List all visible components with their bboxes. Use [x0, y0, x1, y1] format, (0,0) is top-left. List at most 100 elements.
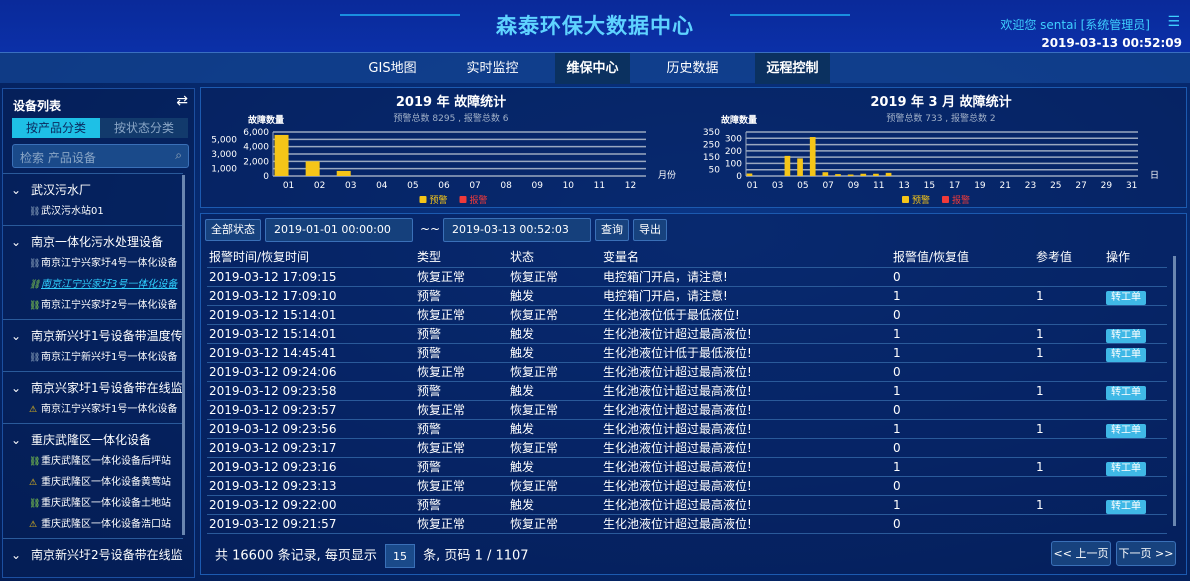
bar-预警[interactable]	[847, 174, 854, 176]
device-name: 重庆武隆区一体化设备土地站	[41, 498, 171, 509]
table-row: 2019-03-12 09:23:57 恢复正常 恢复正常 生化池液位计超过最高液位!…	[207, 400, 1167, 420]
y-tick-label: 0	[736, 172, 742, 182]
tab-remote-control[interactable]: 远程控制	[755, 53, 830, 84]
bar-预警[interactable]	[274, 134, 289, 176]
action-cell: 转工单	[1104, 457, 1167, 477]
chevron-down-icon[interactable]: ⌄	[11, 235, 22, 249]
group-header[interactable]: ⌄ 重庆武隆区一体化设备	[3, 429, 183, 451]
legend-swatch	[459, 196, 467, 203]
group-header[interactable]: ⌄ 南京新兴圩1号设备带温度传感器	[3, 325, 183, 347]
group-header[interactable]: ⌄ 南京新兴圩2号设备带在线监测	[3, 544, 183, 566]
group-header[interactable]: ⌄ 武汉污水厂	[3, 179, 183, 201]
table-cell: 1	[1034, 419, 1104, 439]
bar-预警[interactable]	[746, 173, 753, 176]
bar-预警[interactable]	[336, 170, 351, 176]
table-scrollbar[interactable]	[1173, 256, 1176, 526]
next-page-button[interactable]: 下一页 >>	[1116, 541, 1176, 566]
column-header[interactable]: 报警值/恢复值	[891, 248, 1034, 268]
chevron-down-icon[interactable]: ⌄	[11, 381, 22, 395]
table-cell: 预警	[415, 457, 508, 477]
bar-预警[interactable]	[835, 174, 841, 176]
page-size-input[interactable]: 15	[385, 544, 416, 568]
device-item[interactable]: ⛓武汉污水站01	[3, 201, 183, 222]
bar-预警[interactable]	[305, 161, 320, 176]
bar-预警[interactable]	[822, 172, 829, 176]
bar-预警[interactable]	[797, 158, 803, 176]
table-row: 2019-03-12 15:14:01 恢复正常 恢复正常 生化池液位低于最低液位! 0	[207, 305, 1167, 325]
tab-by-status[interactable]: 按状态分类	[100, 118, 188, 138]
to-work-order-button[interactable]: 转工单	[1106, 499, 1146, 513]
legend-label[interactable]: 预警	[430, 194, 448, 206]
table-cell: 生化池液位计超过最高液位!	[601, 419, 891, 439]
device-item[interactable]: ⚠ 重庆武隆区一体化设备浩口站	[3, 514, 183, 535]
query-button[interactable]: 查询	[595, 219, 629, 241]
device-item[interactable]: ⚠ 重庆武隆区一体化设备黄莺站	[3, 472, 183, 493]
column-header[interactable]: 操作	[1104, 248, 1167, 268]
prev-page-button[interactable]: << 上一页	[1051, 541, 1111, 566]
bar-预警[interactable]	[809, 137, 816, 176]
export-button[interactable]: 导出	[633, 219, 667, 241]
chevron-down-icon[interactable]: ⌄	[11, 183, 22, 197]
table-cell: 1	[891, 495, 1034, 515]
device-item[interactable]: ⛓重庆武隆区一体化设备后坪站	[3, 451, 183, 472]
legend-label[interactable]: 报警	[952, 194, 970, 206]
to-work-order-button[interactable]: 转工单	[1106, 290, 1146, 304]
tab-history-data[interactable]: 历史数据	[666, 61, 719, 76]
to-work-order-button[interactable]: 转工单	[1106, 461, 1146, 475]
status-filter-button[interactable]: 全部状态	[205, 219, 261, 241]
column-header[interactable]: 类型	[415, 248, 508, 268]
device-item[interactable]: ⛓南京江宁兴家圩4号一体化设备	[3, 253, 183, 274]
chevron-down-icon[interactable]: ⌄	[11, 329, 22, 343]
start-time-input[interactable]: 2019-01-01 00:00:00	[265, 218, 413, 242]
bar-预警[interactable]	[873, 173, 879, 176]
legend-label[interactable]: 预警	[912, 194, 930, 206]
device-item[interactable]: ⛓南京江宁新兴圩1号一体化设备	[3, 347, 183, 368]
device-name: 重庆武隆区一体化设备黄莺站	[41, 477, 171, 488]
device-item[interactable]: ⛓南京江宁兴家圩3号一体化设备	[3, 274, 183, 295]
to-work-order-button[interactable]: 转工单	[1106, 423, 1146, 437]
device-item[interactable]: ⛓重庆武隆区一体化设备土地站	[3, 493, 183, 514]
menu-icon[interactable]: ☰	[1167, 14, 1180, 30]
legend-label[interactable]: 报警	[470, 194, 488, 206]
device-search-input[interactable]: 检索 产品设备 ⌕	[12, 144, 189, 168]
column-header[interactable]: 参考值	[1034, 248, 1104, 268]
x-tick-label: 23	[1025, 181, 1036, 191]
x-tick-label: 19	[974, 181, 986, 191]
tab-gis-map[interactable]: GIS地图	[368, 61, 417, 76]
bar-预警[interactable]	[885, 172, 892, 176]
search-icon[interactable]: ⌕	[175, 148, 182, 162]
to-work-order-button[interactable]: 转工单	[1106, 347, 1146, 361]
group-header[interactable]: ⌄ 南京一体化污水处理设备	[3, 231, 183, 253]
table-cell: 2019-03-12 09:21:57	[207, 514, 415, 534]
swap-icon[interactable]: ⇄	[176, 93, 188, 109]
device-group: ⌄ 武汉污水厂 ⛓武汉污水站01	[3, 173, 183, 225]
x-tick-label: 15	[924, 181, 935, 191]
tab-realtime-monitor[interactable]: 实时监控	[466, 61, 519, 76]
bar-预警[interactable]	[860, 173, 867, 176]
header: 森泰环保大数据中心 欢迎您 sentai [系统管理员] ☰ 2019-03-1…	[0, 0, 1190, 52]
tab-maintenance-center[interactable]: 维保中心	[555, 53, 630, 84]
device-item[interactable]: ⛓南京江宁兴家圩2号一体化设备	[3, 295, 183, 316]
column-header[interactable]: 变量名	[601, 248, 891, 268]
welcome-user[interactable]: 欢迎您 sentai [系统管理员]	[1000, 18, 1150, 32]
chevron-down-icon[interactable]: ⌄	[11, 548, 22, 562]
y-tick-label: 200	[725, 147, 742, 157]
table-cell: 1	[1034, 343, 1104, 363]
group-header[interactable]: ⌄ 南京兴家圩1号设备带在线监测	[3, 377, 183, 399]
alarm-panel: 全部状态 2019-01-01 00:00:00 ~~ 2019-03-13 0…	[200, 213, 1187, 575]
chevron-down-icon[interactable]: ⌄	[11, 433, 22, 447]
x-tick-label: 09	[848, 181, 860, 191]
table-cell: 2019-03-12 09:23:58	[207, 381, 415, 401]
bar-预警[interactable]	[784, 155, 791, 176]
column-header[interactable]: 状态	[508, 248, 601, 268]
sidebar-scrollbar[interactable]	[182, 175, 185, 535]
table-cell: 1	[1034, 457, 1104, 477]
table-cell: 0	[891, 514, 1034, 534]
tab-by-product[interactable]: 按产品分类	[12, 118, 100, 138]
device-item[interactable]: ⚠ 南京江宁兴家圩1号一体化设备	[3, 399, 183, 420]
device-name: 重庆武隆区一体化设备浩口站	[41, 519, 171, 530]
to-work-order-button[interactable]: 转工单	[1106, 328, 1146, 342]
end-time-input[interactable]: 2019-03-13 00:52:03	[443, 218, 591, 242]
column-header[interactable]: 报警时间/恢复时间	[207, 248, 415, 268]
to-work-order-button[interactable]: 转工单	[1106, 385, 1146, 399]
